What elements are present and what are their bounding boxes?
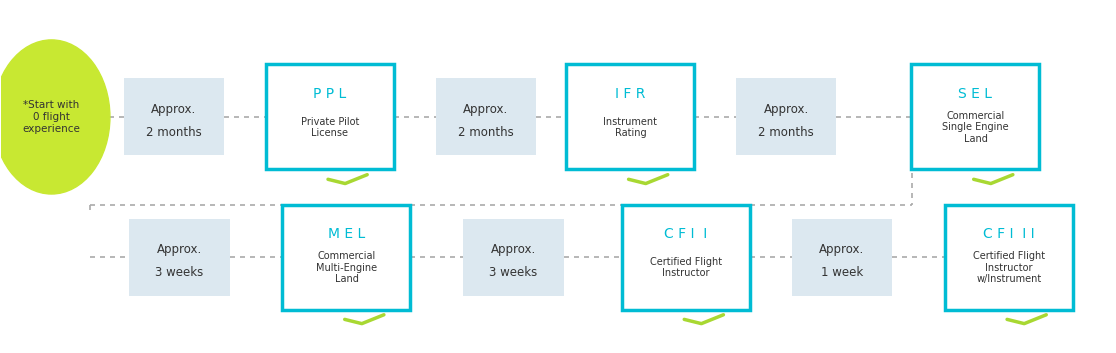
FancyBboxPatch shape bbox=[129, 219, 230, 295]
Text: Instrument
Rating: Instrument Rating bbox=[604, 117, 657, 138]
Text: 2 months: 2 months bbox=[759, 126, 814, 139]
FancyBboxPatch shape bbox=[622, 204, 750, 310]
FancyBboxPatch shape bbox=[266, 65, 394, 169]
Text: Approx.: Approx. bbox=[491, 243, 536, 256]
Text: C F I  I I: C F I I I bbox=[983, 227, 1035, 241]
Text: S E L: S E L bbox=[959, 87, 992, 101]
Text: Approx.: Approx. bbox=[463, 103, 508, 116]
Text: Approx.: Approx. bbox=[152, 103, 196, 116]
Text: Private Pilot
License: Private Pilot License bbox=[300, 117, 359, 138]
FancyBboxPatch shape bbox=[945, 204, 1072, 310]
Text: Commercial
Single Engine
Land: Commercial Single Engine Land bbox=[942, 111, 1009, 144]
Text: Approx.: Approx. bbox=[819, 243, 865, 256]
Text: Certified Flight
Instructor: Certified Flight Instructor bbox=[650, 257, 722, 279]
Text: I F R: I F R bbox=[615, 87, 645, 101]
Text: C F I  I: C F I I bbox=[664, 227, 708, 241]
Text: Certified Flight
Instructor
w/Instrument: Certified Flight Instructor w/Instrument bbox=[973, 251, 1045, 284]
Text: M E L: M E L bbox=[328, 227, 365, 241]
Text: Approx.: Approx. bbox=[763, 103, 809, 116]
FancyBboxPatch shape bbox=[463, 219, 564, 295]
Text: P P L: P P L bbox=[314, 87, 346, 101]
FancyBboxPatch shape bbox=[912, 65, 1039, 169]
FancyBboxPatch shape bbox=[566, 65, 694, 169]
Text: Commercial
Multi-Engine
Land: Commercial Multi-Engine Land bbox=[316, 251, 377, 284]
FancyBboxPatch shape bbox=[737, 78, 836, 155]
Text: 2 months: 2 months bbox=[146, 126, 202, 139]
FancyBboxPatch shape bbox=[791, 219, 892, 295]
Text: 3 weeks: 3 weeks bbox=[489, 266, 538, 279]
Text: 2 months: 2 months bbox=[458, 126, 513, 139]
Text: 1 week: 1 week bbox=[820, 266, 863, 279]
FancyBboxPatch shape bbox=[124, 78, 224, 155]
FancyBboxPatch shape bbox=[435, 78, 536, 155]
Text: 3 weeks: 3 weeks bbox=[155, 266, 203, 279]
Ellipse shape bbox=[0, 40, 110, 194]
Text: *Start with
0 flight
experience: *Start with 0 flight experience bbox=[22, 100, 80, 133]
FancyBboxPatch shape bbox=[282, 204, 411, 310]
Text: Approx.: Approx. bbox=[157, 243, 202, 256]
